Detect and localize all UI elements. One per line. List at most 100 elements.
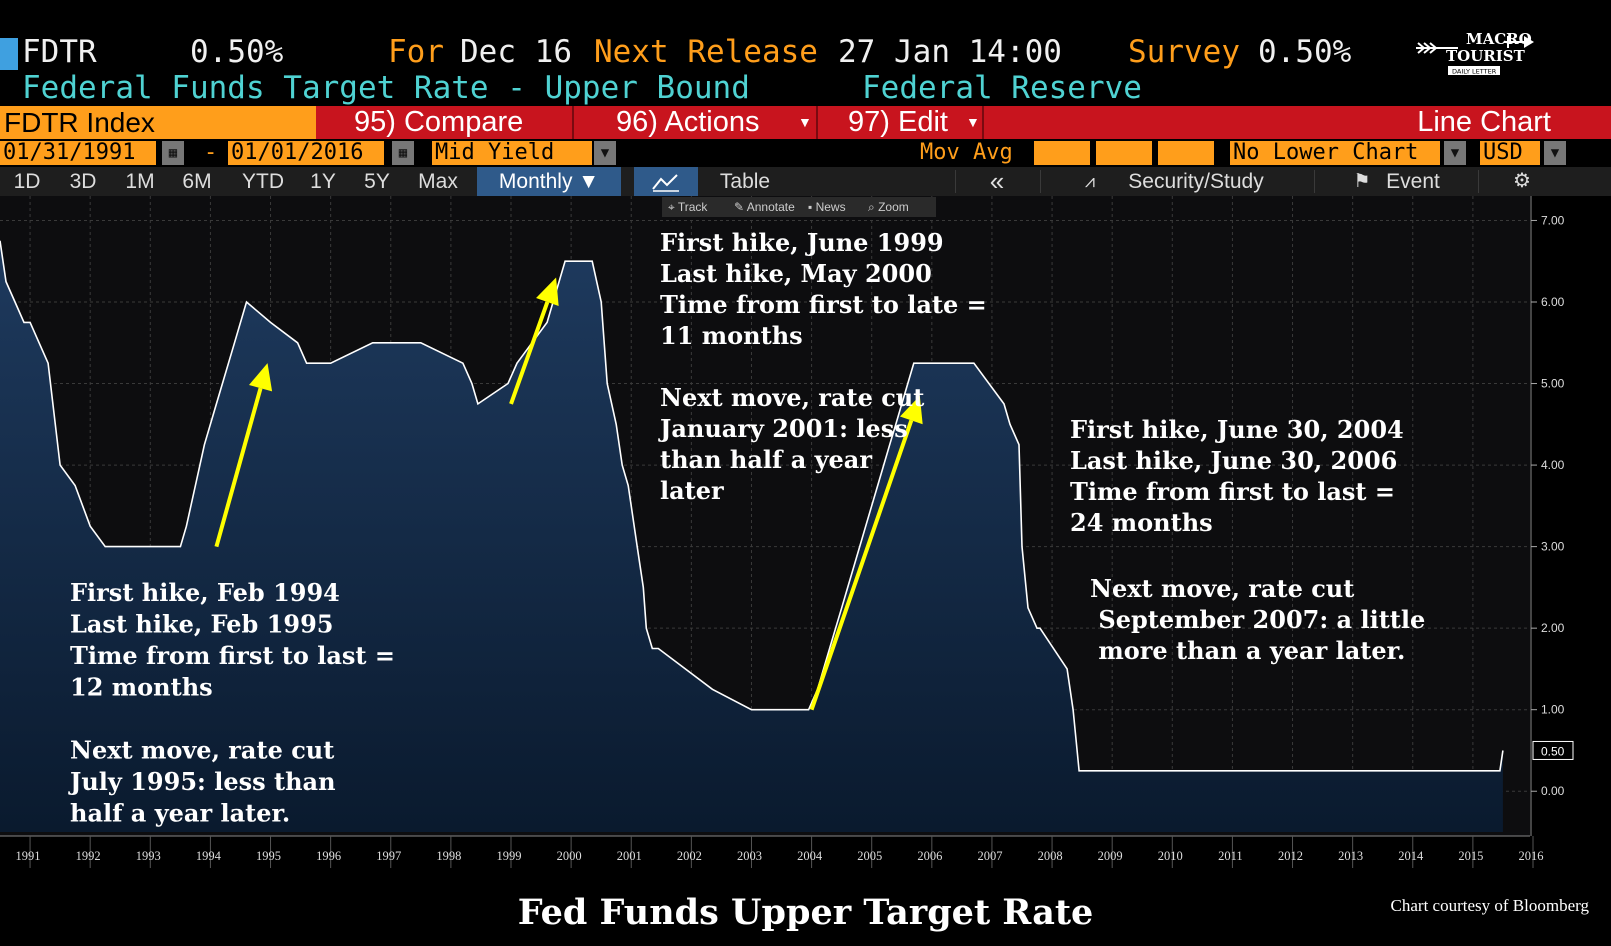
annotation-line: Next move, rate cut [70,736,334,765]
logo-line1: MACRO [1466,30,1532,48]
edit-dropdown-icon[interactable]: ▼ [966,114,980,130]
settings-gear-icon[interactable]: ⚙ [1513,170,1531,192]
annotation-line: later [660,476,724,505]
edit-button[interactable]: 97) Edit [848,106,948,138]
lower-chart-select[interactable]: No Lower Chart [1230,141,1440,165]
annotation-line: September 2007: a little [1090,605,1425,634]
annotation-line [70,704,78,733]
security-description: Federal Funds Target Rate - Upper Bound [22,70,750,106]
annotation-line: Last hike, June 30, 2006 [1070,446,1397,475]
chart-title: Fed Funds Upper Target Rate [517,892,1094,933]
x-tick-label: 1991 [16,849,41,863]
y-tick-label: 4.00 [1541,458,1565,472]
event-button[interactable]: Event [1386,170,1440,193]
currency-select[interactable]: USD [1480,141,1540,165]
period-5y[interactable]: 5Y [364,170,390,193]
y-tick-label: 7.00 [1541,213,1565,227]
x-tick-label: 2004 [797,849,823,863]
x-tick-label: 2001 [617,849,642,863]
x-tick-label: 2003 [737,849,762,863]
annotation-line: 24 months [1070,508,1213,537]
x-tick-label: 2011 [1218,849,1243,863]
x-tick-label: 1999 [497,849,522,863]
currency-dropdown-icon[interactable]: ▼ [1544,141,1566,165]
event-flag-icon[interactable]: ⚑ [1353,171,1371,192]
y-tick-label: 0.00 [1541,784,1565,798]
rate-line [0,240,1504,772]
annotation-line: First hike, June 1999 [660,228,944,257]
lower-chart-dropdown-icon[interactable]: ▼ [1444,141,1466,165]
actions-button[interactable]: 96) Actions [616,106,760,138]
description-row: Federal Funds Target Rate - Upper Bound … [0,70,1611,106]
collapse-icon[interactable]: « [989,166,1005,196]
index-field[interactable]: FDTR Index [0,106,316,139]
start-date-field[interactable]: 01/31/1991 [0,141,156,165]
period-6m[interactable]: 6M [182,170,212,193]
x-tick-label: 1993 [136,849,161,863]
actions-dropdown-icon[interactable]: ▼ [798,114,812,130]
x-axis-panel [0,836,1611,896]
frequency-select[interactable]: Monthly ▼ [477,167,621,196]
for-label: For [388,34,444,70]
line-chart-icon[interactable] [634,167,698,196]
mov-avg-field-2[interactable] [1096,141,1152,165]
x-tick-label: 1995 [256,849,281,863]
field-dropdown-icon[interactable]: ▼ [594,141,616,165]
start-calendar-icon[interactable]: ▦ [162,141,184,165]
field-select[interactable]: Mid Yield [432,141,592,165]
mov-avg-field-1[interactable] [1034,141,1090,165]
annotation-text: First hike, June 30, 2004 Last hike, June… [1070,415,1404,537]
period-1y[interactable]: 1Y [310,170,336,193]
annotation-line: January 2001: less [658,414,908,443]
logo-line2: TOURIST [1446,47,1526,65]
rate-chart: 7.00 6.00 5.00 4.00 3.00 2.00 1.00 0.00 1991 199… [0,196,1611,896]
end-date-field[interactable]: 01/01/2016 [228,141,384,165]
security-study-icon[interactable]: ⩘ [1084,171,1096,191]
x-tick-label: 2006 [917,849,942,863]
table-button[interactable]: Table [719,170,771,193]
annotation-line: Next move, rate cut [1090,574,1354,603]
yellow-arrow-shaft [809,419,914,711]
mov-avg-field-3[interactable] [1158,141,1214,165]
period-3d[interactable]: 3D [69,170,97,193]
security-study-button[interactable]: Security/Study [1128,170,1264,193]
period-ytd[interactable]: YTD [242,170,284,193]
period-1d[interactable]: 1D [13,170,41,193]
last-value-label: 0.50 [1541,744,1565,758]
annotation-line: 11 months [660,321,803,350]
period-max[interactable]: Max [418,170,458,193]
date-dash: - [204,140,218,165]
annotation-line: Next move, rate cut [660,383,924,412]
x-tick-label: 2014 [1398,849,1424,863]
y-tick-label: 6.00 [1541,295,1565,309]
security-source: Federal Reserve [862,70,1142,106]
annotation-line: July 1995: less than [68,767,336,796]
yellow-arrow-head [248,363,273,392]
y-tick-label: 5.00 [1541,377,1565,391]
security-marker [0,38,18,70]
zoom-tool[interactable]: ⌕ Zoom [868,200,909,214]
period-bar: 1D 3D 1M 6M YTD 1Y 5Y Max Monthly ▼ Tabl… [0,167,1611,196]
track-tool[interactable]: ⌖ Track [668,200,708,214]
x-tick-label: 2012 [1278,849,1303,863]
chart-credit: Chart courtesy of Bloomberg [1390,896,1589,915]
chart-type-label[interactable]: Line Chart [1417,106,1551,138]
end-calendar-icon[interactable]: ▦ [392,141,414,165]
header-row: FDTR 0.50% For Dec 16 Next Release 27 Ja… [0,34,1611,74]
y-tick-label: 1.00 [1541,703,1565,717]
annotation-line: Time from first to last = [70,641,395,670]
x-tick-label: 1998 [436,849,461,863]
annotation-text: First hike, Feb 1994 Last hike, Feb 1995 T… [68,578,395,828]
period-1m[interactable]: 1M [125,170,155,193]
y-tick-label: 3.00 [1541,540,1565,554]
news-tool[interactable]: ▪ News [808,200,846,214]
mov-avg-label: Mov Avg [920,140,1013,165]
x-tick-label: 1996 [316,849,341,863]
x-tick-label: 2008 [1038,849,1063,863]
x-tick-label: 2002 [677,849,702,863]
command-toolbar: FDTR Index 95) Compare 96) Actions ▼ 97)… [0,106,1611,139]
compare-button[interactable]: 95) Compare [354,106,524,138]
annotation-line: Last hike, May 2000 [660,259,932,288]
annotate-tool[interactable]: ✎ Annotate [734,200,795,214]
x-tick-label: 1992 [76,849,101,863]
